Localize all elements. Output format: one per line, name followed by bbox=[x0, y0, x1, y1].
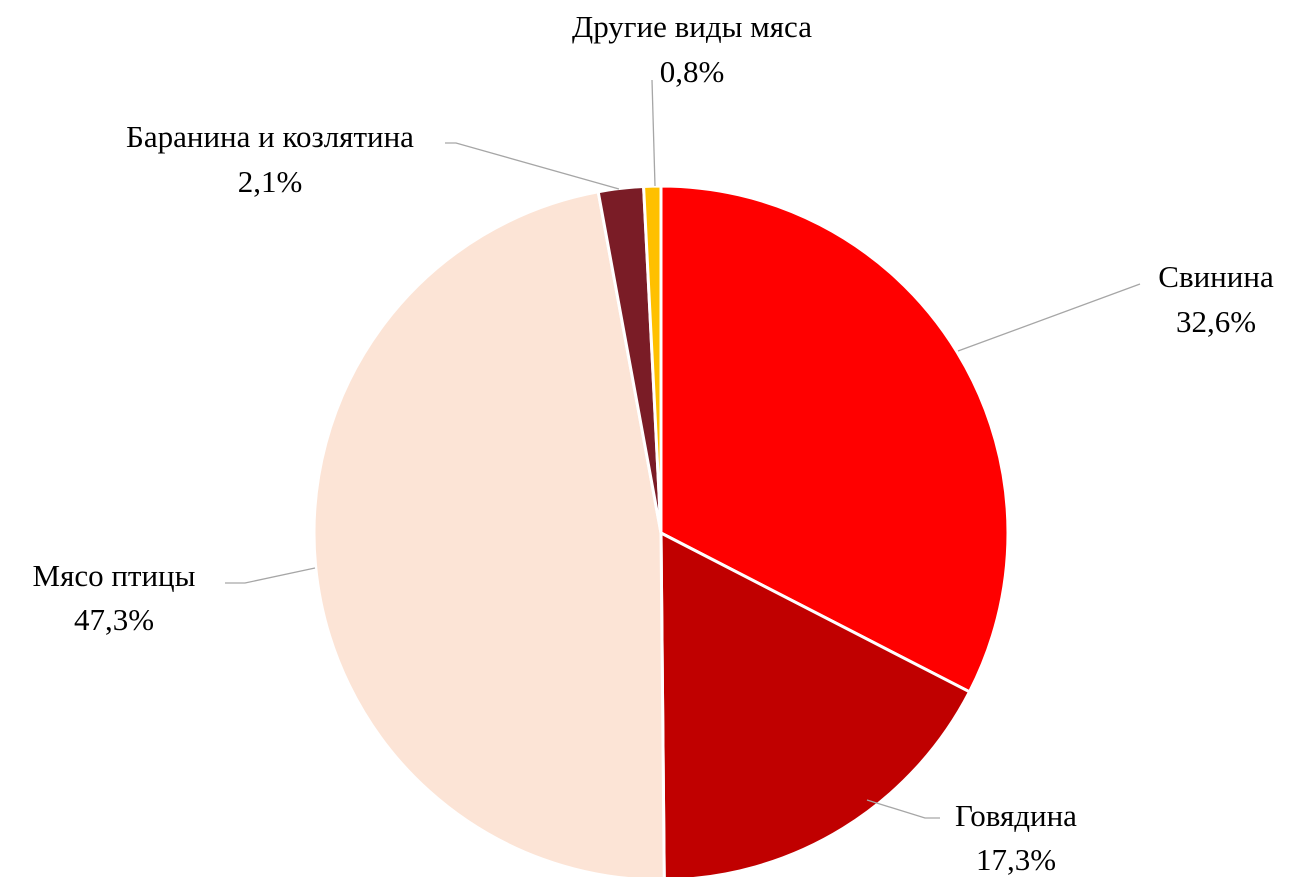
slice-label-poultry: Мясо птицы bbox=[33, 558, 196, 593]
slice-value-other-meat: 0,8% bbox=[660, 54, 725, 89]
slice-label-other-meat: Другие виды мяса bbox=[572, 9, 812, 44]
leader-line-pork bbox=[957, 283, 1141, 352]
slice-label-beef: Говядина bbox=[955, 798, 1077, 833]
slice-pork bbox=[659, 184, 1010, 694]
data-labels: Свинина 32,6% Говядина 17,3% Мясо птицы … bbox=[33, 9, 1274, 877]
slice-value-poultry: 47,3% bbox=[74, 602, 154, 637]
slice-value-pork: 32,6% bbox=[1176, 304, 1256, 339]
slice-label-pork: Свинина bbox=[1158, 259, 1274, 294]
pie-slices bbox=[312, 184, 1010, 877]
leader-line-lamb-goat bbox=[445, 142, 620, 190]
leader-line-other-meat bbox=[651, 79, 656, 187]
slice-value-lamb-goat: 2,1% bbox=[238, 164, 303, 199]
slice-value-beef: 17,3% bbox=[976, 842, 1056, 877]
leader-lines bbox=[225, 79, 1141, 819]
slice-poultry bbox=[312, 190, 666, 877]
slice-other-meat bbox=[642, 184, 663, 535]
slice-label-lamb-goat: Баранина и козлятина bbox=[126, 119, 414, 154]
leader-line-poultry bbox=[225, 567, 316, 584]
leader-line-beef bbox=[866, 799, 940, 819]
